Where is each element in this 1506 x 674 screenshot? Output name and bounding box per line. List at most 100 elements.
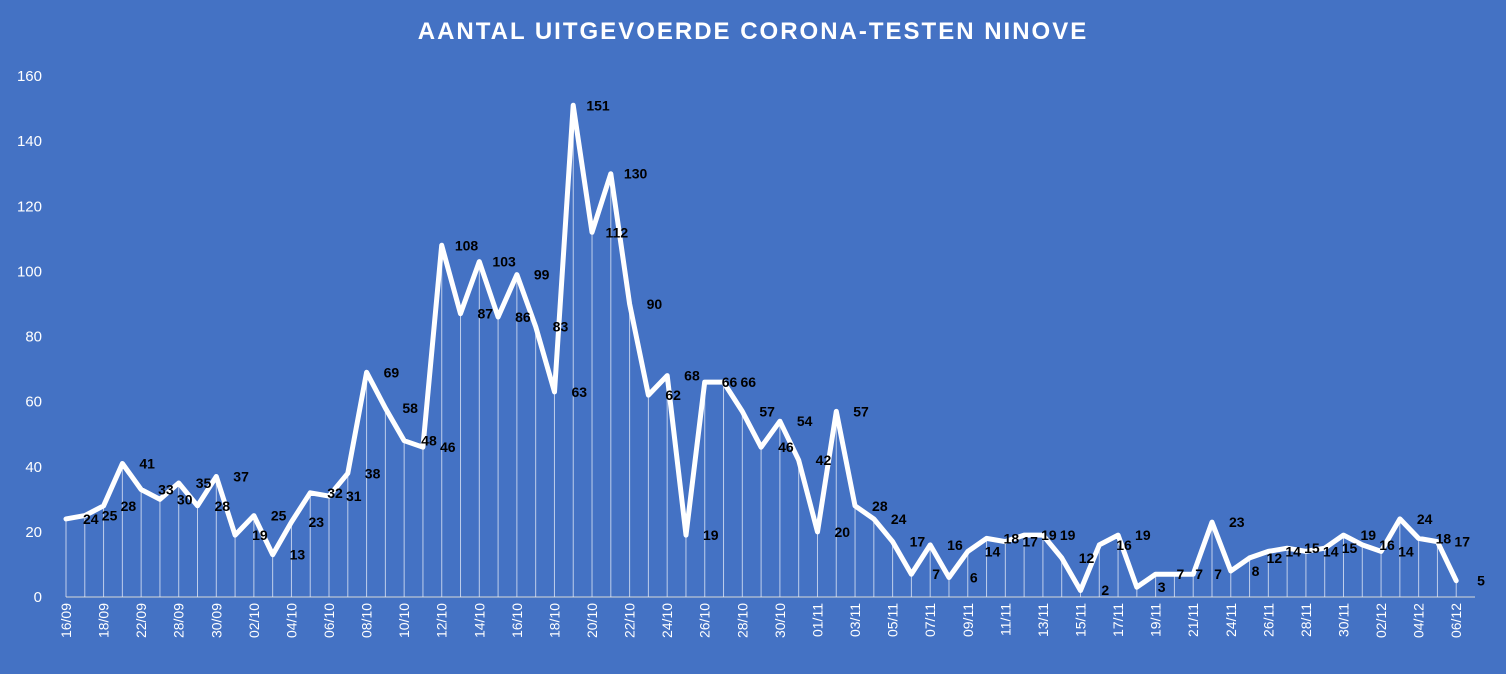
data-label: 15	[1304, 540, 1320, 556]
data-point	[1360, 543, 1364, 547]
data-label: 19	[1360, 527, 1376, 543]
data-label: 6	[970, 569, 978, 585]
x-tick-label: 04/10	[283, 603, 299, 638]
y-tick-label: 160	[17, 68, 42, 85]
data-point	[1097, 543, 1101, 547]
x-tick-label: 21/11	[1185, 603, 1201, 637]
data-point	[214, 475, 218, 479]
data-point	[1341, 533, 1345, 537]
data-label: 17	[1454, 534, 1470, 550]
data-label: 57	[853, 403, 869, 419]
data-point	[1417, 536, 1421, 540]
data-point	[158, 497, 162, 501]
chart-title: AANTAL UITGEVOERDE CORONA-TESTEN NINOVE	[417, 18, 1089, 45]
data-point	[365, 370, 369, 374]
data-point	[308, 491, 312, 495]
y-tick-label: 80	[25, 329, 42, 346]
data-label: 19	[1135, 527, 1151, 543]
data-label: 25	[102, 508, 118, 524]
data-point	[1323, 546, 1327, 550]
data-label: 23	[308, 514, 324, 530]
data-point	[1248, 556, 1252, 560]
data-point	[120, 461, 124, 465]
data-point	[327, 494, 331, 498]
data-point	[1078, 588, 1082, 592]
data-point	[83, 514, 87, 518]
data-point	[571, 103, 575, 107]
data-point	[703, 380, 707, 384]
y-tick-label: 0	[34, 589, 42, 606]
data-label: 5	[1477, 573, 1485, 589]
data-label: 18	[1004, 530, 1020, 546]
data-point	[233, 533, 237, 537]
x-tick-label: 02/12	[1373, 603, 1389, 638]
data-label: 17	[1022, 534, 1038, 550]
data-point	[440, 243, 444, 247]
data-point	[1454, 579, 1458, 583]
data-point	[1266, 549, 1270, 553]
data-point	[1116, 533, 1120, 537]
y-tick-label: 40	[25, 459, 42, 476]
x-tick-label: 17/11	[1110, 603, 1126, 637]
data-label: 14	[1323, 543, 1339, 559]
x-tick-label: 04/12	[1411, 603, 1427, 638]
data-point	[759, 445, 763, 449]
data-label: 99	[534, 267, 550, 283]
data-point	[459, 312, 463, 316]
data-point	[1003, 540, 1007, 544]
x-tick-label: 06/10	[321, 603, 337, 638]
data-label: 28	[121, 498, 137, 514]
data-label: 35	[196, 475, 212, 491]
data-label: 23	[1229, 514, 1245, 530]
data-point	[947, 575, 951, 579]
x-tick-label: 28/10	[734, 603, 750, 638]
data-label: 28	[215, 498, 231, 514]
data-point	[1135, 585, 1139, 589]
x-tick-label: 28/11	[1298, 603, 1314, 637]
x-tick-label: 09/11	[960, 603, 976, 637]
data-point	[909, 572, 913, 576]
data-point	[552, 390, 556, 394]
data-point	[64, 517, 68, 521]
data-point	[271, 553, 275, 557]
data-label: 24	[83, 511, 99, 527]
data-point	[496, 315, 500, 319]
data-label: 31	[346, 488, 362, 504]
data-label: 63	[571, 384, 587, 400]
data-label: 7	[1195, 566, 1203, 582]
data-label: 32	[327, 485, 343, 501]
data-label: 14	[985, 543, 1001, 559]
x-tick-label: 28/09	[171, 603, 187, 638]
y-tick-label: 120	[17, 198, 42, 215]
data-label: 66	[722, 374, 738, 390]
x-tick-label: 13/11	[1035, 603, 1051, 637]
data-point	[778, 419, 782, 423]
data-point	[684, 533, 688, 537]
y-tick-label: 60	[25, 394, 42, 411]
data-label: 19	[252, 527, 268, 543]
data-point	[477, 260, 481, 264]
data-point	[797, 458, 801, 462]
data-label: 18	[1436, 530, 1452, 546]
data-point	[1435, 540, 1439, 544]
x-tick-label: 22/10	[622, 603, 638, 638]
data-point	[1041, 533, 1045, 537]
data-point	[834, 409, 838, 413]
x-tick-label: 11/11	[997, 603, 1013, 636]
x-tick-label: 30/11	[1335, 603, 1351, 637]
data-label: 13	[290, 547, 306, 563]
data-point	[1229, 569, 1233, 573]
data-label: 83	[553, 319, 569, 335]
data-point	[609, 172, 613, 176]
data-label: 19	[1041, 527, 1057, 543]
y-tick-label: 100	[17, 263, 42, 280]
data-point	[252, 514, 256, 518]
data-label: 7	[1177, 566, 1185, 582]
data-label: 2	[1101, 582, 1109, 598]
x-tick-label: 16/10	[509, 603, 525, 638]
data-label: 38	[365, 465, 381, 481]
data-point	[1379, 549, 1383, 553]
x-tick-label: 18/09	[96, 603, 112, 638]
